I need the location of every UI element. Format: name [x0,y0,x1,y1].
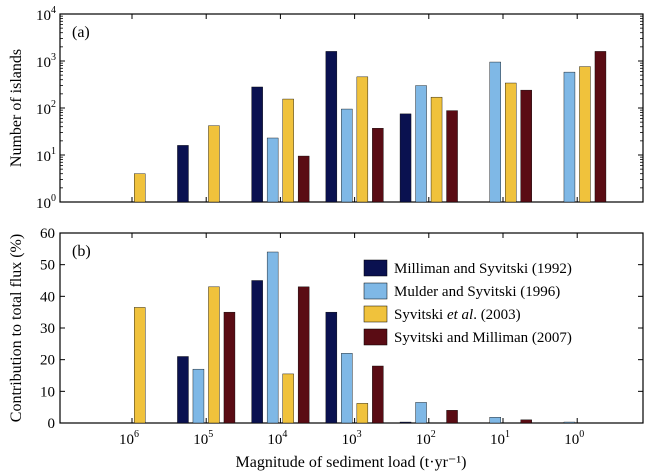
bar-b-s1-c5 [489,417,501,424]
xtick-label-6: 100 [564,429,584,448]
legend-label-3: Syvitski and Milliman (2007) [394,330,572,346]
legend-swatch-2 [363,305,388,323]
bar-b-s3-c3 [372,365,384,424]
legend: Milliman and Syvitski (1992) Mulder and S… [363,259,572,346]
bar-b-s3-c2 [297,286,310,424]
bar-a-s1-c3 [341,108,353,203]
panel-label-a: (a) [72,24,90,41]
bar-a-s2-c4 [430,96,443,203]
bar-b-s1-c1 [192,368,205,424]
bar-b-s0-c1 [177,356,189,424]
legend-swatch-3 [363,328,388,346]
legend-label-2: Syvitski et al. (2003) [394,307,521,323]
bar-a-s2-c1 [208,125,220,203]
ytick-label-1-6: 60 [40,226,55,242]
bar-b-s3-c1 [223,311,236,424]
bar-a-s2-c2 [282,98,294,203]
ytick-label-1-3: 30 [40,321,55,337]
axes: 100 101 102 103 104 (a) Number of islands 0 10 20… [8,5,643,471]
bar-a-s0-c4 [399,113,412,203]
panel-label-b: (b) [72,243,91,260]
panel-a-plot [134,51,607,203]
legend-swatch-0 [363,259,388,277]
legend-swatch-1 [363,282,388,300]
bar-a-s2-c6 [579,66,591,203]
ylabel-b: Contribution to total flux (%) [8,234,25,422]
xtick-label-4: 102 [416,429,436,448]
bar-b-s0-c4 [399,421,412,424]
ytick-label-1-4: 40 [40,289,55,305]
bar-a-s3-c2 [297,155,310,203]
bar-a-s0-c3 [325,51,338,203]
bar-b-s2-c0 [134,307,146,424]
bar-b-s0-c3 [325,311,338,424]
bar-a-s2-c3 [356,76,369,203]
panel-b-plot [134,251,576,424]
ytick-label-0-4: 104 [36,5,56,24]
bar-b-s1-c3 [341,353,353,424]
bar-b-s2-c2 [282,373,294,424]
bar-a-s1-c2 [266,137,279,203]
bar-a-s1-c5 [489,61,501,203]
legend-label-0: Milliman and Syvitski (1992) [394,261,572,277]
ytick-label-1-1: 10 [40,384,55,400]
bar-a-s1-c4 [415,85,427,203]
xtick-label-2: 104 [267,429,287,448]
bar-a-s0-c1 [177,145,189,203]
bar-b-s2-c1 [208,286,220,424]
bar-a-s0-c2 [251,86,263,203]
xtick-label-1: 105 [193,429,213,448]
xtick-label-3: 103 [342,429,362,448]
bar-a-s3-c6 [594,51,607,203]
ylabel-a: Number of islands [8,49,25,167]
legend-label-1: Mulder and Syvitski (1996) [394,284,560,300]
ytick-label-0-0: 100 [36,193,56,212]
bar-a-s3-c3 [372,128,384,203]
ytick-label-0-1: 101 [36,146,56,165]
xtick-label-5: 101 [490,429,510,448]
ytick-label-1-2: 20 [40,353,55,369]
bar-a-s3-c4 [446,110,458,203]
xlabel: Magnitude of sediment load (t·yr⁻¹) [236,454,467,471]
bar-b-s1-c2 [266,251,279,424]
bar-b-s3-c5 [520,419,532,424]
ytick-label-1-5: 50 [40,258,55,274]
bar-b-s3-c4 [446,410,458,424]
bar-b-s1-c6 [563,421,576,424]
bar-a-s1-c6 [563,71,576,203]
bar-a-s2-c5 [505,82,517,203]
ytick-label-0-2: 102 [36,99,56,118]
xtick-label-0: 106 [119,429,139,448]
ytick-label-0-3: 103 [36,52,56,71]
bar-b-s0-c2 [251,280,263,424]
bar-a-s3-c5 [520,89,532,203]
bar-a-s2-c0 [134,173,146,203]
bar-b-s1-c4 [415,402,427,424]
ytick-label-1-0: 0 [48,416,56,432]
bar-b-s2-c3 [356,403,369,424]
